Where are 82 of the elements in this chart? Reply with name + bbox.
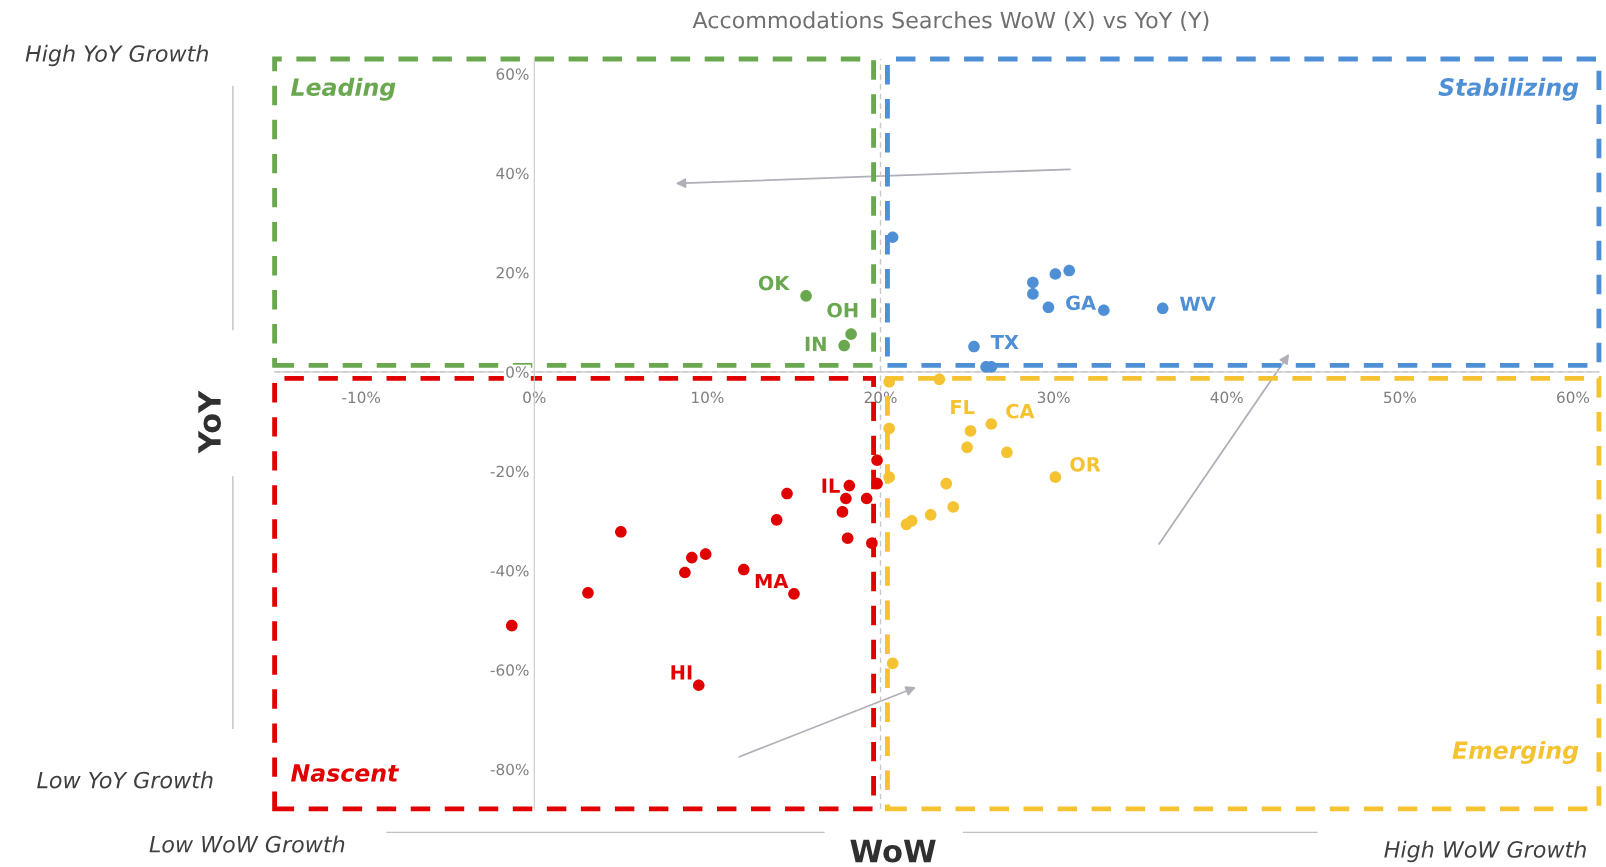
y-tick-label: 0% bbox=[506, 366, 529, 378]
y-axis-title: YoY bbox=[198, 390, 222, 454]
point bbox=[800, 290, 812, 302]
point bbox=[924, 509, 937, 521]
x-tick-label: -10% bbox=[342, 391, 381, 404]
point bbox=[788, 588, 800, 600]
point bbox=[871, 477, 883, 490]
annotation: Nascent bbox=[291, 764, 400, 782]
point bbox=[843, 479, 856, 492]
point bbox=[692, 679, 705, 692]
y-tick-label: -20% bbox=[490, 465, 529, 478]
point bbox=[866, 537, 878, 550]
point bbox=[871, 454, 883, 467]
x-tick-label: 10% bbox=[692, 391, 724, 404]
x-tick-label: 60% bbox=[1557, 391, 1590, 404]
annotation: Leading bbox=[291, 77, 396, 101]
text: High WoW Growth bbox=[1384, 840, 1586, 863]
point bbox=[840, 492, 852, 505]
point bbox=[933, 373, 946, 386]
chart-title: Accommodations Searches WoW (X) vs YoY (Y) bbox=[692, 11, 1209, 32]
point bbox=[1001, 446, 1013, 459]
point bbox=[1156, 302, 1169, 315]
data-label: GA bbox=[1066, 295, 1097, 311]
point bbox=[1042, 301, 1055, 314]
y-tick-label: -60% bbox=[490, 664, 529, 676]
text: Low WoW Growth bbox=[149, 835, 345, 853]
data-label: OH bbox=[827, 302, 858, 318]
y-tick-label: 60% bbox=[496, 68, 529, 80]
point bbox=[883, 471, 895, 483]
point bbox=[615, 525, 627, 538]
x-tick-label: 30% bbox=[1037, 391, 1070, 404]
y-tick-label: -40% bbox=[490, 564, 529, 577]
point bbox=[845, 328, 857, 340]
x-tick-label: 40% bbox=[1210, 391, 1243, 404]
text: High YoY Growth bbox=[25, 44, 208, 67]
point bbox=[947, 501, 960, 513]
data-label: MA bbox=[755, 573, 789, 589]
data-label: OR bbox=[1070, 456, 1101, 472]
annotation: Emerging bbox=[1452, 740, 1579, 764]
point bbox=[886, 231, 899, 244]
point bbox=[900, 518, 913, 531]
point bbox=[968, 340, 980, 353]
point bbox=[860, 492, 873, 505]
point bbox=[985, 418, 998, 430]
point bbox=[1049, 268, 1062, 280]
y-tick-label: 20% bbox=[496, 266, 529, 279]
y-tick-label: -80% bbox=[490, 763, 529, 776]
annotation: Stabilizing bbox=[1438, 77, 1579, 101]
x-axis-title: WoW bbox=[850, 839, 936, 863]
point bbox=[1027, 288, 1039, 300]
x-tick-label: 50% bbox=[1384, 391, 1416, 404]
point bbox=[964, 425, 977, 437]
point bbox=[505, 619, 518, 632]
point bbox=[737, 563, 750, 576]
point bbox=[582, 587, 594, 599]
point bbox=[770, 514, 783, 526]
point bbox=[699, 548, 712, 560]
point bbox=[1049, 471, 1062, 483]
point bbox=[1027, 276, 1039, 289]
data-label: FL bbox=[951, 399, 975, 415]
point bbox=[1063, 264, 1076, 277]
data-label: WV bbox=[1179, 296, 1216, 311]
data-label: IN bbox=[805, 336, 826, 351]
data-label: OK bbox=[758, 275, 790, 291]
point bbox=[883, 422, 895, 435]
data-label: CA bbox=[1006, 403, 1035, 419]
point bbox=[940, 477, 953, 490]
data-label: TX bbox=[990, 334, 1019, 350]
point bbox=[836, 506, 849, 518]
point bbox=[886, 657, 899, 670]
data-label: HI bbox=[671, 665, 692, 680]
point bbox=[841, 532, 854, 545]
text: Low YoY Growth bbox=[37, 771, 213, 789]
point bbox=[686, 551, 698, 564]
point bbox=[961, 441, 973, 454]
x-tick-label: 0% bbox=[523, 391, 546, 404]
point bbox=[679, 566, 691, 579]
data-label: IL bbox=[822, 478, 840, 493]
point bbox=[838, 339, 850, 352]
point bbox=[781, 487, 793, 500]
point bbox=[1098, 304, 1110, 317]
y-tick-label: 40% bbox=[496, 167, 529, 180]
